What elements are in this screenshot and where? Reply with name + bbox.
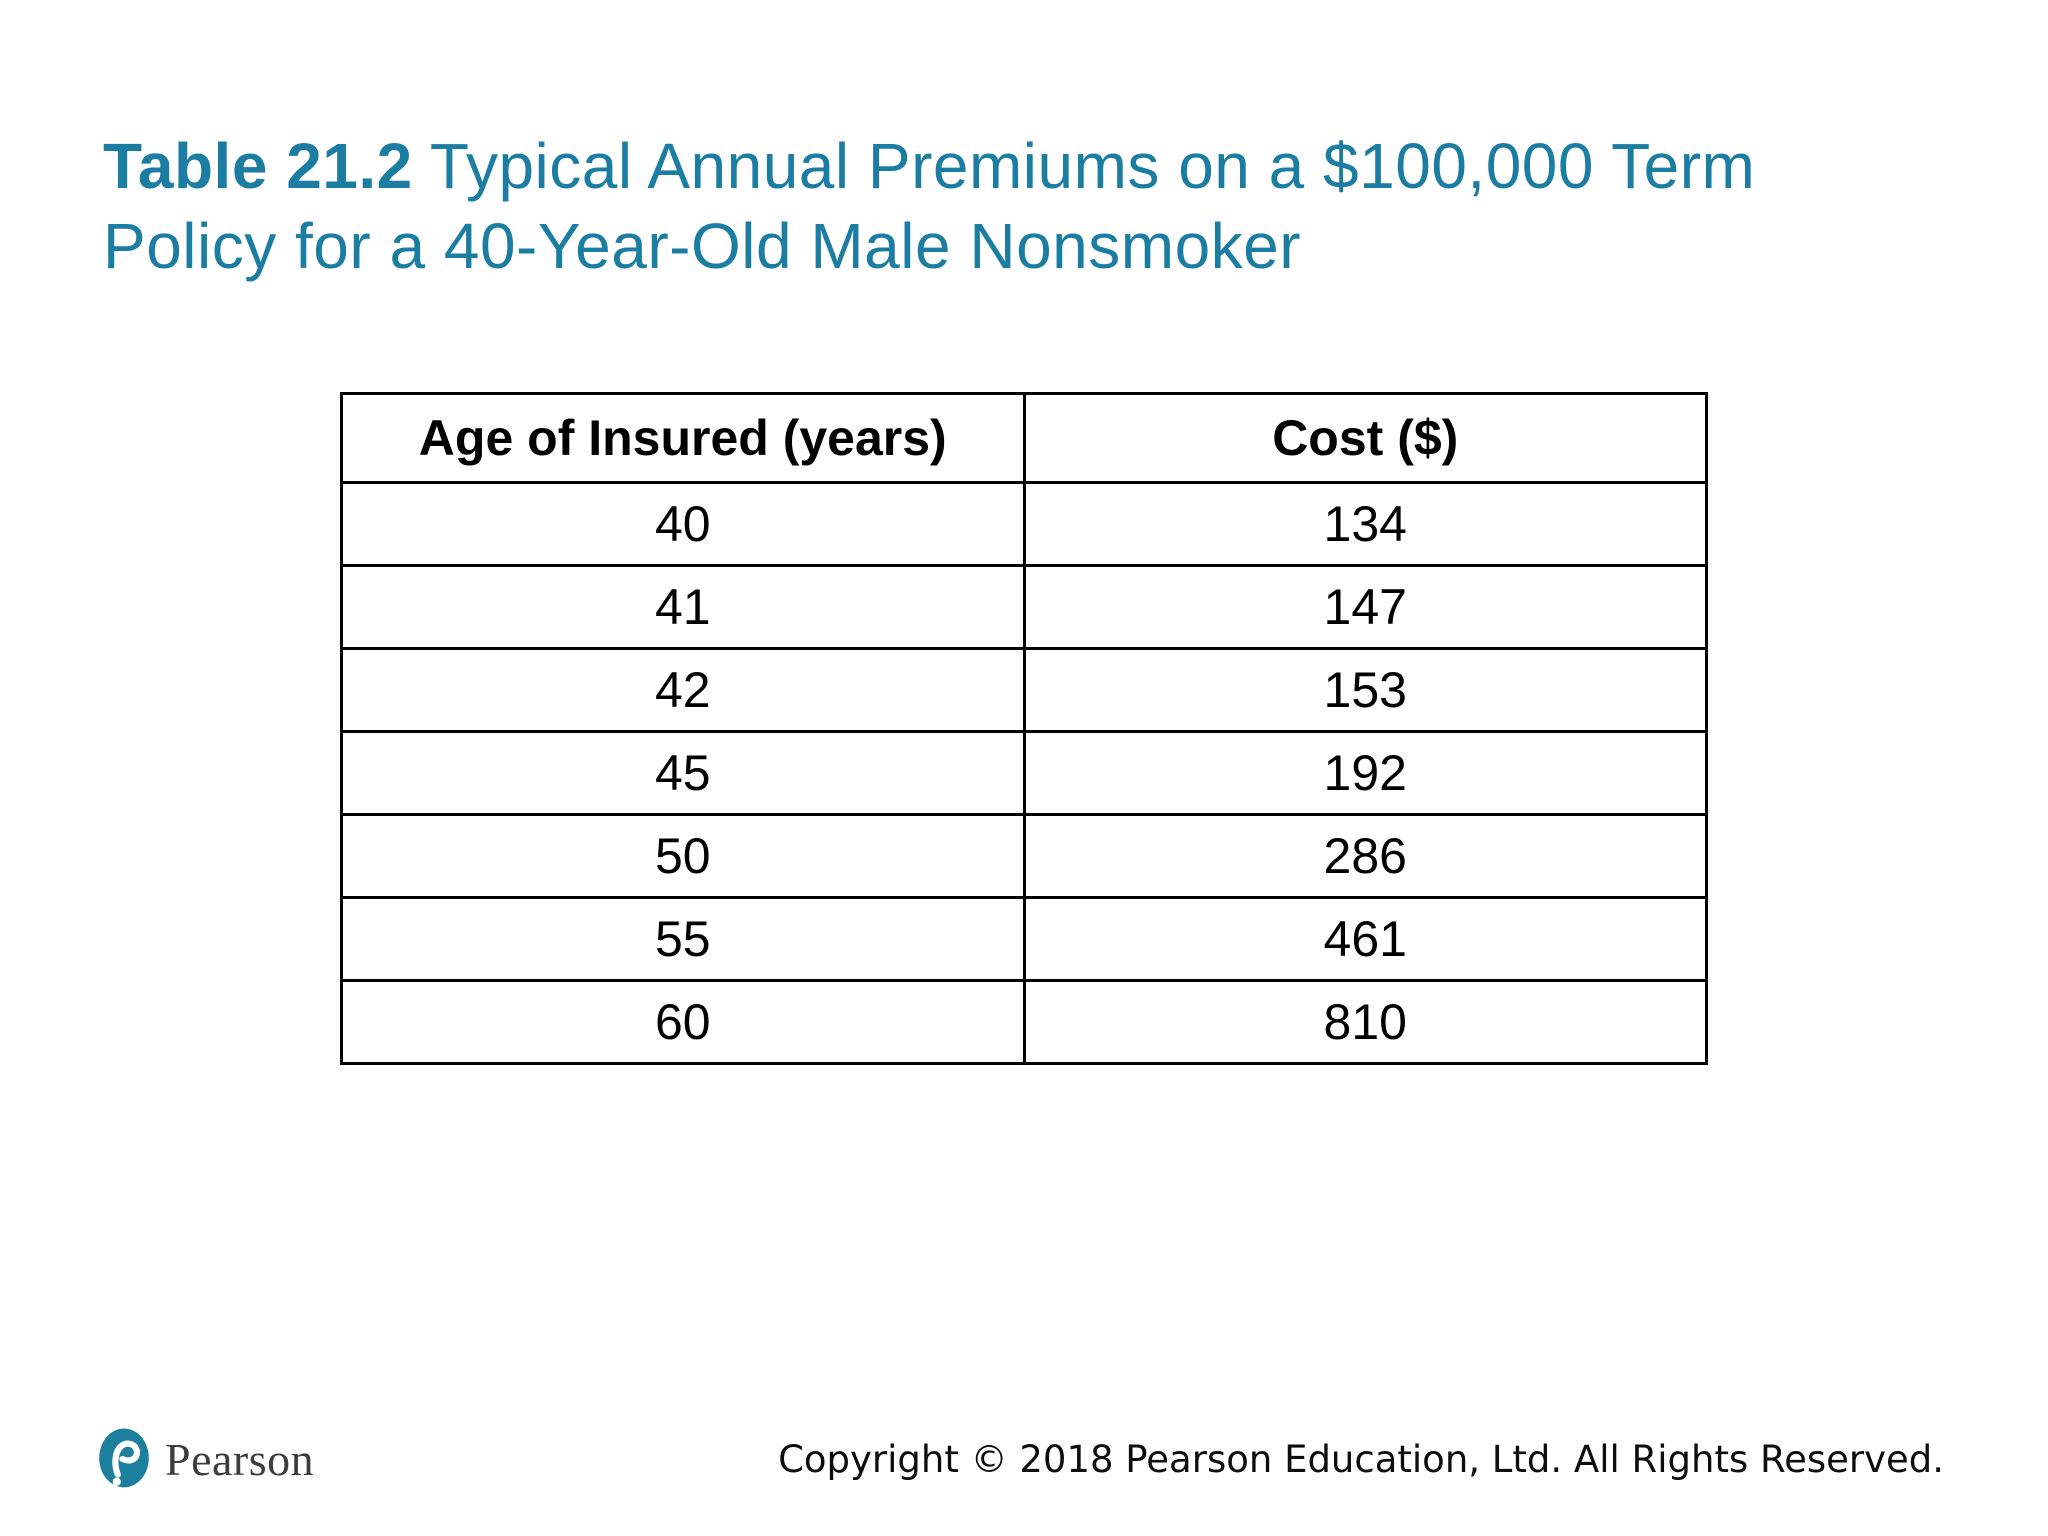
premiums-table: Age of Insured (years) Cost ($) 40 134 41 1… <box>340 392 1708 1065</box>
cost-cell: 134 <box>1022 481 1708 567</box>
cost-cell: 153 <box>1022 647 1708 733</box>
cost-cell: 286 <box>1022 813 1708 899</box>
cost-cell: 810 <box>1022 979 1708 1065</box>
table-row: 55 461 <box>340 896 1708 982</box>
cost-cell: 147 <box>1022 564 1708 650</box>
cost-cell: 461 <box>1022 896 1708 982</box>
title-line2-text: Policy for a 40-Year-Old Male Nonsmoker <box>103 210 1302 282</box>
table-row: 60 810 <box>340 979 1708 1065</box>
age-cell: 45 <box>340 730 1026 816</box>
pearson-logo: Pearson <box>98 1428 314 1490</box>
table-row: 45 192 <box>340 730 1708 816</box>
age-cell: 60 <box>340 979 1026 1065</box>
slide-title: Table 21.2 Typical Annual Premiums on a … <box>103 126 1953 286</box>
copyright-text: Copyright © 2018 Pearson Education, Ltd.… <box>778 1438 1944 1481</box>
table-row: 42 153 <box>340 647 1708 733</box>
age-cell: 50 <box>340 813 1026 899</box>
pearson-logo-icon <box>99 1428 149 1488</box>
table-row: 40 134 <box>340 481 1708 567</box>
table-row: 41 147 <box>340 564 1708 650</box>
age-cell: 42 <box>340 647 1026 733</box>
column-header-age: Age of Insured (years) <box>340 392 1026 484</box>
brand-wordmark: Pearson <box>165 1433 315 1485</box>
table-header-row: Age of Insured (years) Cost ($) <box>340 392 1708 484</box>
table-number-label: Table 21.2 <box>103 130 413 202</box>
title-line1-text: Typical Annual Premiums on a $100,000 Te… <box>429 130 1756 202</box>
cost-cell: 192 <box>1022 730 1708 816</box>
column-header-cost: Cost ($) <box>1022 392 1708 484</box>
age-cell: 41 <box>340 564 1026 650</box>
age-cell: 55 <box>340 896 1026 982</box>
table-body: 40 134 41 147 42 153 45 192 50 286 55 461 60 810 <box>340 481 1708 1065</box>
table-row: 50 286 <box>340 813 1708 899</box>
age-cell: 40 <box>340 481 1026 567</box>
